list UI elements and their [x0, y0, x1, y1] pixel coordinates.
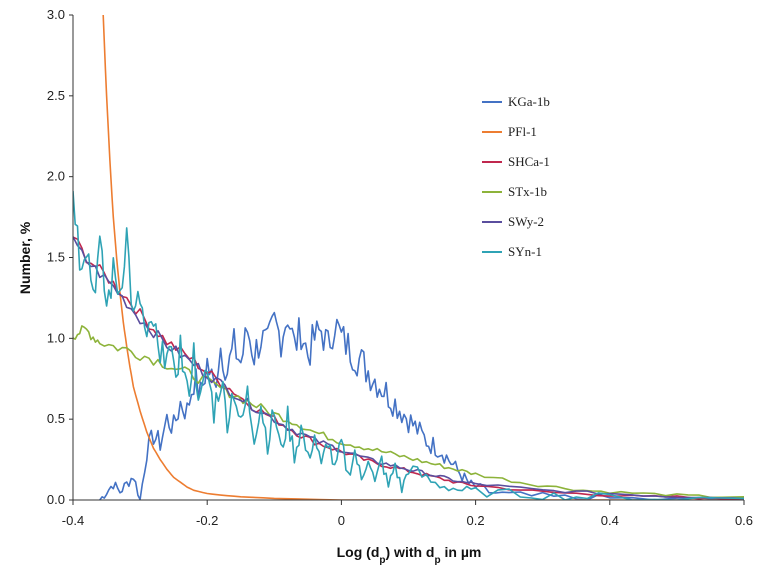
x-axis-label-part3: in µm [441, 544, 482, 560]
x-tick-label: -0.4 [62, 513, 84, 528]
y-tick-label: 3.0 [47, 7, 65, 22]
series-line-kga-1b [99, 311, 744, 500]
legend-item-syn-1: SYn-1 [482, 244, 542, 259]
y-tick-label: 2.5 [47, 88, 65, 103]
legend-item-pfl-1: PFl-1 [482, 124, 537, 139]
legend-item-swy-2: SWy-2 [482, 214, 544, 229]
x-axis-label-part2: ) with d [386, 544, 435, 560]
x-tick-label: 0.2 [467, 513, 485, 528]
legend-label: SYn-1 [508, 244, 542, 259]
y-tick-label: 1.5 [47, 250, 65, 265]
legend-item-shca-1: SHCa-1 [482, 154, 550, 169]
legend-label: PFl-1 [508, 124, 537, 139]
series-line-syn-1 [73, 190, 744, 500]
x-tick-label: -0.2 [196, 513, 218, 528]
y-tick-label: 2.0 [47, 169, 65, 184]
y-tick-label: 0.0 [47, 492, 65, 507]
y-tick-label: 0.5 [47, 411, 65, 426]
legend-label: STx-1b [508, 184, 547, 199]
y-axis-label: Number, % [17, 221, 33, 294]
x-tick-label: 0.4 [601, 513, 619, 528]
legend-label: KGa-1b [508, 94, 550, 109]
x-axis-label-sub2: p [435, 555, 441, 566]
y-tick-label: 1.0 [47, 330, 65, 345]
x-axis-label-sub1: p [379, 555, 385, 566]
series-line-stx-1b [73, 325, 744, 499]
legend-label: SWy-2 [508, 214, 544, 229]
series-line-swy-2 [73, 236, 744, 500]
legend-item-stx-1b: STx-1b [482, 184, 547, 199]
x-tick-label: 0.6 [735, 513, 753, 528]
x-axis-label-part1: Log (d [337, 544, 380, 560]
series-line-shca-1 [73, 236, 744, 500]
x-axis-label: Log (dp) with dp in µm [337, 544, 482, 566]
series-layer [73, 15, 744, 500]
series-line-pfl-1 [102, 15, 744, 500]
axes-layer: 0.0 0.5 1.0 1.5 2.0 2.5 3.0 -0.4 -0.2 0 0.2 0.4 0.6 [47, 7, 753, 528]
legend-item-kga-1b: KGa-1b [482, 94, 550, 109]
x-tick-label: 0 [338, 513, 345, 528]
legend-label: SHCa-1 [508, 154, 550, 169]
legend: KGa-1b PFl-1 SHCa-1 STx-1b SWy-2 SYn-1 [482, 94, 550, 259]
